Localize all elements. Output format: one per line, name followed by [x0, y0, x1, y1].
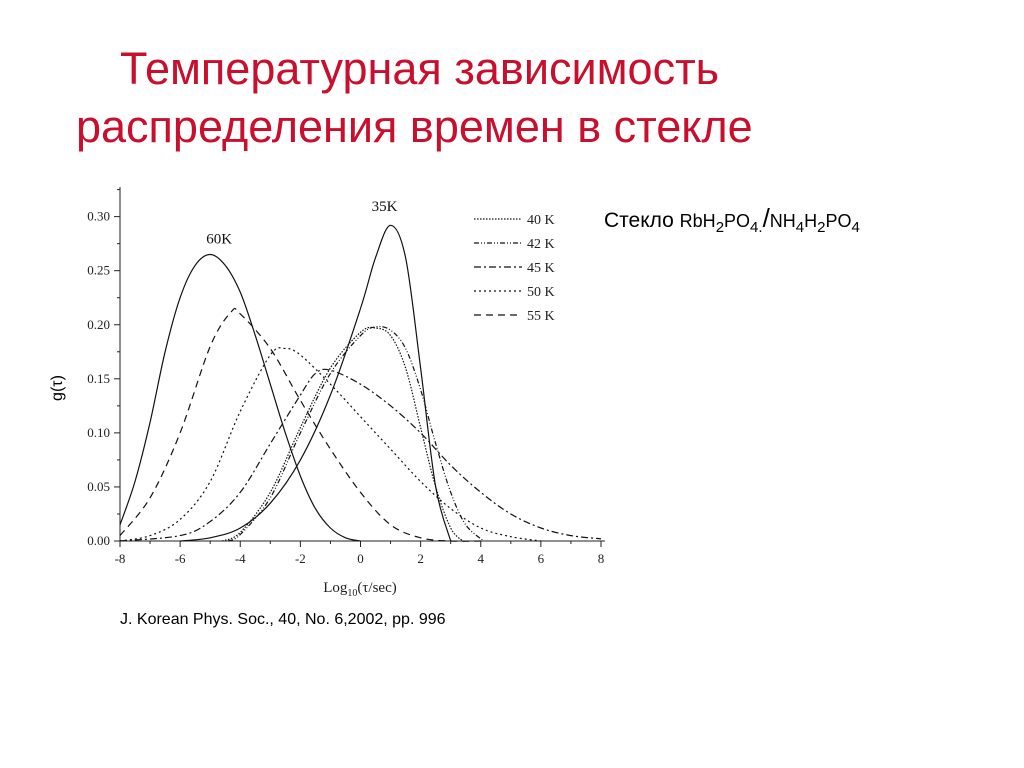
series-line-45k — [119, 368, 602, 542]
series-line-35k — [180, 224, 452, 542]
y-tick-label: 0.20 — [87, 317, 110, 332]
chart-curves — [119, 224, 602, 542]
slide-title: Температурная зависимость распределения … — [0, 40, 1024, 156]
x-tick-label: 8 — [598, 551, 605, 566]
legend-label-40k: 40 K — [527, 213, 555, 228]
x-tick-label: -2 — [295, 551, 306, 566]
formula-rbh2po4: RbH2PO4. — [679, 211, 763, 236]
legend-label-55k: 55 K — [527, 309, 555, 324]
x-tick-label: -4 — [235, 551, 246, 566]
legend-label-50k: 50 K — [527, 285, 555, 300]
curve-annotation-35k: 35K — [372, 199, 398, 215]
x-tick-label: 2 — [417, 551, 424, 566]
glass-caption: Стекло RbH2PO4./NH4H2PO4 — [604, 203, 860, 236]
legend-label-45k: 45 K — [527, 261, 555, 276]
y-tick-label: 0.05 — [87, 479, 110, 494]
y-axis-label: g(τ) — [49, 375, 66, 401]
y-tick-label: 0.00 — [87, 533, 110, 548]
series-line-50k — [119, 347, 541, 542]
formula-slash: / — [762, 203, 770, 233]
chart-legend: 40 K 42 K 45 K 50 K 55 K — [474, 213, 555, 324]
y-tick-label: 0.25 — [87, 263, 110, 278]
x-tick-label: 0 — [357, 551, 364, 566]
x-tick-label: -8 — [115, 551, 126, 566]
reference-citation: J. Korean Phys. Soc., 40, No. 6,2002, pp… — [120, 611, 446, 628]
series-line-42k — [227, 325, 485, 542]
x-axis-label: Log10(τ/sec) — [323, 580, 397, 599]
x-tick-label: -6 — [175, 551, 186, 566]
series-line-40k — [221, 326, 464, 542]
series-line-60k — [119, 253, 361, 542]
x-tick-label: 4 — [478, 551, 485, 566]
curve-annotation-60k: 60K — [206, 232, 232, 248]
y-tick-label: 0.30 — [87, 209, 110, 224]
caption-prefix: Стекло — [604, 209, 674, 232]
title-line-1: Температурная зависимость — [120, 43, 720, 94]
y-tick-label: 0.10 — [87, 425, 110, 440]
y-tick-label: 0.15 — [87, 371, 110, 386]
legend-label-42k: 42 K — [527, 237, 555, 252]
formula-nh4h2po4: NH4H2PO4 — [769, 211, 860, 236]
title-line-2: распределения времен в стекле — [76, 101, 753, 152]
chart-annotations: 60K 35K — [206, 199, 397, 247]
chart-axes: -8 -6 -4 -2 0 2 4 6 8 0.00 0.05 0.10 0.15 0.20 0.25 0.3… — [87, 187, 605, 566]
series-line-55k — [119, 307, 481, 542]
x-tick-label: 6 — [538, 551, 545, 566]
